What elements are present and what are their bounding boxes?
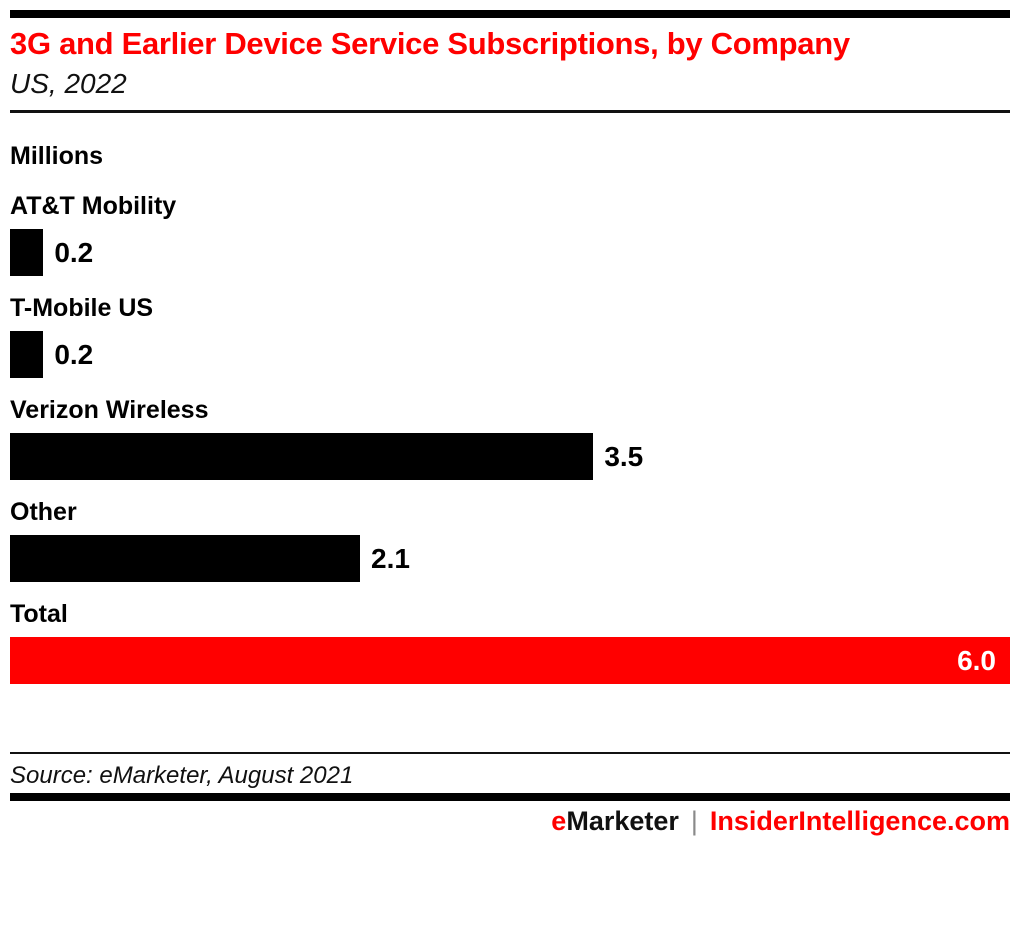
bar-row: AT&T Mobility 0.2: [10, 193, 1010, 276]
bar-chart: AT&T Mobility 0.2 T-Mobile US 0.2 Verizo…: [10, 193, 1010, 684]
brand-footer: eMarketer | InsiderIntelligence.com: [10, 806, 1010, 836]
top-rule: [10, 10, 1010, 18]
page-title: 3G and Earlier Device Service Subscripti…: [10, 26, 850, 61]
bar-value: 0.2: [54, 338, 94, 370]
bar-row: T-Mobile US 0.2: [10, 295, 1010, 378]
bar-value: 3.5: [604, 440, 644, 472]
bar-row: Total 6.0: [10, 601, 1010, 684]
brand-separator: |: [690, 806, 698, 836]
bar-track: 3.5: [10, 433, 1010, 480]
unit-label: Millions: [10, 142, 104, 170]
header-divider: [10, 110, 1010, 113]
emarketer-logo-rest: Marketer: [566, 806, 679, 836]
bar-row: Verizon Wireless 3.5: [10, 397, 1010, 480]
source-divider: [10, 752, 1010, 754]
bar-track: 0.2: [10, 229, 1010, 276]
emarketer-logo: eMarketer: [551, 806, 679, 836]
page-subtitle: US, 2022: [10, 68, 127, 99]
bar-row: Other 2.1: [10, 499, 1010, 582]
chart-page: 3G and Earlier Device Service Subscripti…: [0, 10, 1020, 836]
bar-track: 2.1: [10, 535, 1010, 582]
insider-intelligence-label: InsiderIntelligence.com: [709, 806, 1010, 836]
bar-track: 0.2: [10, 331, 1010, 378]
bar-label: Other: [10, 498, 77, 526]
source-note: Source: eMarketer, August 2021: [10, 762, 354, 789]
bar-label: Verizon Wireless: [10, 396, 209, 424]
bar-label: AT&T Mobility: [10, 192, 177, 220]
footer-rule: [10, 793, 1010, 801]
bar-value: 0.2: [54, 236, 94, 268]
bar-value: 2.1: [371, 542, 410, 574]
emarketer-logo-initial: e: [551, 806, 567, 836]
bar: [10, 331, 44, 378]
bar-label: T-Mobile US: [10, 294, 154, 322]
bar-value: 6.0: [957, 644, 996, 676]
bar: [10, 229, 44, 276]
bar-track: 6.0: [10, 637, 1010, 684]
bar-label: Total: [10, 600, 68, 628]
bar: 6.0: [10, 637, 1010, 684]
bar: [10, 433, 594, 480]
bar: [10, 535, 360, 582]
